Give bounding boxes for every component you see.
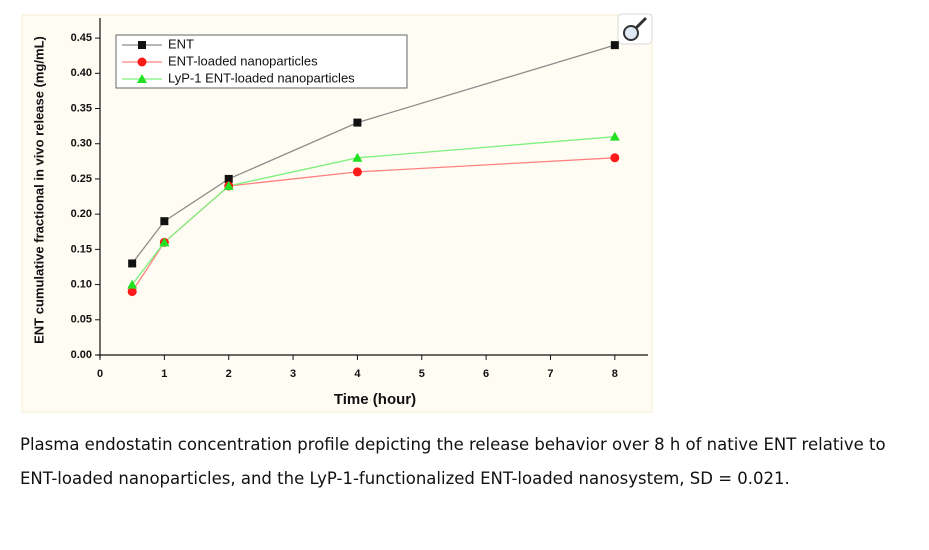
marker: [127, 287, 137, 297]
marker: [138, 41, 146, 49]
legend-label: LyP-1 ENT-loaded nanoparticles: [168, 70, 355, 85]
marker: [128, 259, 137, 268]
marker: [352, 167, 362, 177]
x-tick-label: 4: [354, 368, 361, 380]
marker: [609, 131, 620, 141]
marker: [159, 237, 170, 247]
x-tick-label: 2: [226, 368, 232, 380]
marker: [353, 118, 362, 127]
chart: Time (hour) ENT cumulative fractional in…: [21, 13, 653, 413]
x-tick-label: 6: [483, 368, 489, 380]
marker: [137, 74, 147, 83]
y-tick-label: 0.10: [71, 278, 92, 290]
marker: [224, 174, 233, 183]
y-tick-label: 0.35: [71, 102, 92, 114]
y-axis-label: ENT cumulative fractional in vivo releas…: [31, 36, 46, 344]
marker: [610, 153, 620, 163]
x-tick-label: 7: [547, 368, 553, 380]
y-tick-label: 0.00: [71, 349, 92, 361]
y-tick-label: 0.45: [71, 32, 92, 44]
x-tick-label: 5: [419, 368, 425, 380]
legend-label: ENT-loaded nanoparticles: [168, 53, 318, 68]
x-tick-label: 8: [612, 368, 618, 380]
marker: [223, 180, 234, 190]
marker: [352, 152, 363, 162]
y-tick-label: 0.25: [71, 173, 92, 185]
legend: [115, 34, 408, 89]
x-tick-label: 0: [97, 368, 103, 380]
y-tick-label: 0.15: [71, 243, 92, 255]
x-tick-label: 3: [290, 368, 296, 380]
marker: [610, 41, 619, 50]
y-tick-label: 0.30: [71, 138, 92, 150]
caption: Plasma endostatin concentration profile …: [20, 435, 886, 488]
marker: [127, 279, 138, 289]
y-tick-label: 0.05: [71, 314, 92, 326]
zoom-icon[interactable]: [617, 13, 653, 45]
marker: [160, 217, 169, 226]
x-tick-label: 1: [161, 368, 167, 380]
marker: [137, 57, 147, 67]
y-tick-label: 0.20: [71, 208, 92, 220]
x-axis-label: Time (hour): [334, 391, 416, 408]
legend-label: ENT: [168, 36, 194, 51]
y-tick-label: 0.40: [71, 67, 92, 79]
